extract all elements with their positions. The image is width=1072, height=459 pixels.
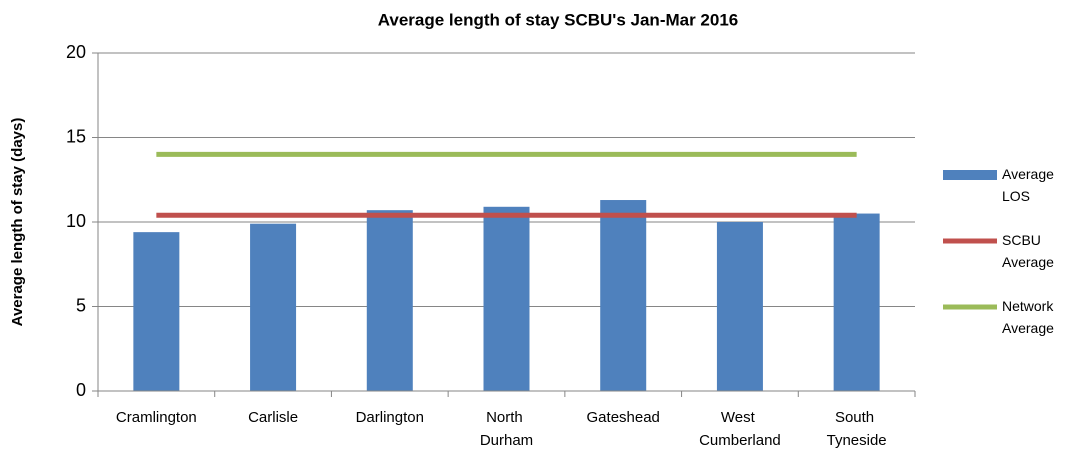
bar — [366, 210, 413, 391]
x-tick-label: Carlisle — [248, 409, 298, 426]
x-tick-label: Gateshead — [587, 409, 660, 426]
bar — [483, 206, 530, 391]
bar — [600, 200, 647, 391]
x-tick-label: North Durham — [480, 409, 533, 449]
y-tick-label: 20 — [66, 42, 86, 62]
legend-label: Network Average — [1002, 298, 1057, 336]
x-tick-label: Darlington — [356, 409, 424, 426]
y-tick-label: 15 — [66, 126, 86, 146]
chart-title: Average length of stay SCBU's Jan-Mar 20… — [378, 10, 739, 29]
y-tick-label: 0 — [76, 380, 86, 400]
legend-swatch — [943, 170, 997, 180]
bar — [133, 232, 180, 391]
bar — [716, 222, 763, 391]
legend-label: Average LOS — [1002, 166, 1058, 204]
bar — [833, 213, 880, 391]
legend-label: SCBU Average — [1002, 232, 1054, 270]
y-axis-title: Average length of stay (days) — [9, 118, 26, 327]
x-tick-label: South Tyneside — [827, 409, 887, 449]
x-tick-label: West Cumberland — [699, 409, 781, 449]
y-tick-label: 5 — [76, 295, 86, 315]
y-tick-label: 10 — [66, 211, 86, 231]
bar — [250, 223, 297, 391]
x-tick-label: Cramlington — [116, 409, 197, 426]
